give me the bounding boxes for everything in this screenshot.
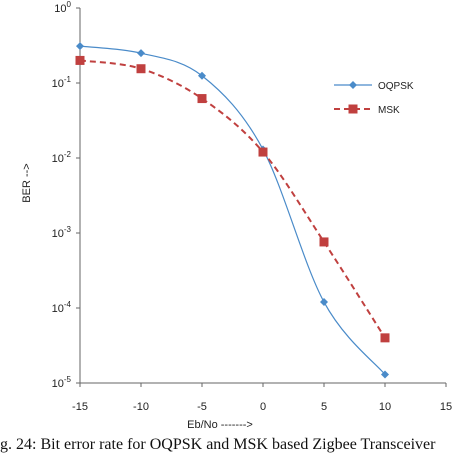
- x-tick-label: 15: [440, 401, 452, 413]
- x-tick-label: 5: [321, 401, 327, 413]
- ber-chart: 100 10-1 10-2 10-3 10-4 10-5 -15 -10 -5 0 5 10 15 O…: [21, 0, 452, 431]
- x-tick-labels: -15 -10 -5 0 5 10 15: [72, 401, 452, 413]
- legend-msk-label: MSK: [378, 105, 400, 116]
- series-msk: [75, 55, 390, 343]
- x-axis-label: Eb/No ------->: [187, 419, 253, 431]
- y-tick-labels: 100 10-1 10-2 10-3 10-4 10-5: [52, 0, 72, 390]
- y-tick-label: 10-4: [52, 300, 72, 315]
- y-axis-label: BER -->: [21, 163, 33, 202]
- figure-caption: g. 24: Bit error rate for OQPSK and MSK …: [0, 436, 436, 453]
- x-tick-label: -15: [72, 401, 88, 413]
- msk-point: [197, 94, 207, 104]
- x-tick-label: -10: [133, 401, 149, 413]
- oqpsk-point: [76, 42, 84, 51]
- legend-oqpsk-marker: [349, 81, 357, 89]
- legend: OQPSK MSK: [334, 81, 414, 116]
- x-tick-label: 0: [260, 401, 266, 413]
- msk-point: [380, 333, 390, 343]
- y-tick-label: 10-1: [52, 75, 72, 90]
- oqpsk-point: [381, 370, 389, 379]
- legend-oqpsk-label: OQPSK: [378, 81, 414, 92]
- oqpsk-point: [320, 298, 328, 307]
- oqpsk-point: [137, 49, 145, 58]
- axes: [76, 7, 447, 387]
- msk-line: [79, 59, 386, 339]
- y-tick-label: 10-3: [52, 225, 72, 240]
- y-tick-label: 10-2: [52, 150, 72, 165]
- msk-point: [75, 55, 85, 65]
- series-layer: [75, 42, 390, 379]
- series-oqpsk: [76, 42, 389, 379]
- x-tick-label: -5: [197, 401, 207, 413]
- x-tick-label: 10: [379, 401, 391, 413]
- oqpsk-line: [79, 45, 386, 375]
- y-tick-label: 10-5: [52, 375, 72, 390]
- legend-msk-marker: [348, 104, 358, 114]
- msk-point: [258, 147, 268, 157]
- msk-point: [319, 237, 329, 247]
- y-tick-label: 100: [54, 0, 71, 15]
- oqpsk-point: [198, 71, 206, 80]
- msk-point: [136, 64, 146, 74]
